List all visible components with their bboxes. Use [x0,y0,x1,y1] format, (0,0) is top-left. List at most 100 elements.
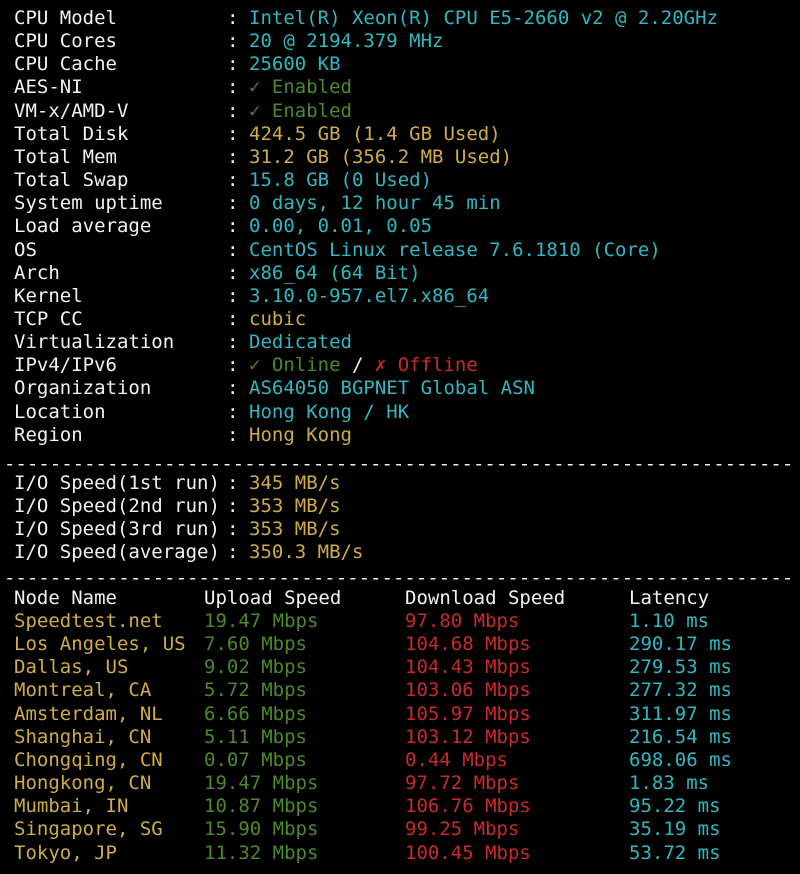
speedtest-row: Tokyo, JP 11.32 Mbps 100.45 Mbps 53.72 ms [14,842,794,865]
io-value: 353 MB/s [249,495,341,518]
io-value: 345 MB/s [249,472,341,495]
info-row: System uptime:0 days, 12 hour 45 min [14,192,794,215]
info-value-wrap: ✓ Enabled [249,100,352,123]
io-row: I/O Speed(2nd run):353 MB/s [14,495,794,518]
ip-slash: / [341,354,375,376]
info-value-wrap: 25600 KB [249,53,341,76]
info-value-wrap: AS64050 BGPNET Global ASN [249,377,535,400]
info-label: Virtualization [14,331,174,354]
download-speed: 105.97 Mbps [405,703,531,726]
speedtest-row: Speedtest.net 19.47 Mbps 97.80 Mbps 1.10 ms [14,610,794,633]
latency-value: 311.97 ms [629,703,732,726]
info-label: CPU Cache [14,53,117,76]
ipv4-status: ✓ Online [249,354,341,376]
node-name: Montreal, CA [14,679,151,702]
download-speed: 99.25 Mbps [405,818,519,841]
speedtest-row: Dallas, US 9.02 Mbps 104.43 Mbps 279.53 ms [14,656,794,679]
info-row: Total Disk:424.5 GB (1.4 GB Used) [14,123,794,146]
info-value-wrap: cubic [249,308,306,331]
separator-colon: : [227,123,238,146]
separator-colon: : [227,7,238,30]
info-value: 20 @ 2194.379 MHz [249,30,443,52]
node-name: Dallas, US [14,656,128,679]
info-value: 0 days, 12 hour 45 min [249,192,501,214]
info-value-wrap: 0 days, 12 hour 45 min [249,192,501,215]
latency-value: 53.72 ms [629,842,721,865]
info-value: ✓ Enabled [249,76,352,98]
info-row: VM-x/AMD-V: ✓ Enabled [14,100,794,123]
upload-speed: 15.90 Mbps [204,818,318,841]
separator-colon: : [227,495,238,518]
io-row: I/O Speed(3rd run):353 MB/s [14,518,794,541]
info-value: x86_64 (64 Bit) [249,262,421,284]
info-row: Total Mem:31.2 GB (356.2 MB Used) [14,146,794,169]
latency-value: 290.17 ms [629,633,732,656]
download-speed: 103.12 Mbps [405,726,531,749]
info-value-wrap: 0.00, 0.01, 0.05 [249,215,432,238]
info-label: VM-x/AMD-V [14,100,128,123]
download-speed: 100.45 Mbps [405,842,531,865]
latency-value: 1.10 ms [629,610,709,633]
info-value-wrap: x86_64 (64 Bit) [249,262,421,285]
info-value-wrap: ✓ Online / ✗ Offline [249,354,478,377]
info-label: Region [14,424,83,447]
info-value-wrap: 3.10.0-957.el7.x86_64 [249,285,489,308]
separator-colon: : [227,76,238,99]
info-row: TCP CC: cubic [14,308,794,331]
separator-colon: : [227,377,238,400]
io-row: I/O Speed(average):350.3 MB/s [14,541,794,564]
separator-colon: : [227,518,238,541]
latency-value: 95.22 ms [629,795,721,818]
separator-colon: : [227,331,238,354]
info-value-wrap: 15.8 GB (0 Used) [249,169,432,192]
speedtest-header-row: Node Name Upload Speed Download Speed Laten… [14,587,794,610]
info-label: Total Disk [14,123,128,146]
info-value: CentOS Linux release 7.6.1810 (Core) [249,239,661,261]
info-label: System uptime [14,192,163,215]
info-value-wrap: ✓ Enabled [249,76,352,99]
info-row: Organization: AS64050 BGPNET Global ASN [14,377,794,400]
upload-speed: 7.60 Mbps [204,633,307,656]
info-row: AES-NI: ✓ Enabled [14,76,794,99]
info-row: Arch: x86_64 (64 Bit) [14,262,794,285]
separator-colon: : [227,146,238,169]
info-label: Kernel [14,285,83,308]
upload-speed: 6.66 Mbps [204,703,307,726]
separator-colon: : [227,30,238,53]
info-label: CPU Cores [14,30,117,53]
info-value: 424.5 GB (1.4 GB Used) [249,123,501,145]
info-row: Load average:0.00, 0.01, 0.05 [14,215,794,238]
download-speed: 103.06 Mbps [405,679,531,702]
info-value-wrap: Dedicated [249,331,352,354]
info-row: Virtualization: Dedicated [14,331,794,354]
separator-colon: : [227,239,238,262]
upload-speed: 19.47 Mbps [204,772,318,795]
info-label: IPv4/IPv6 [14,354,117,377]
node-name: Los Angeles, US [14,633,186,656]
upload-speed: 10.87 Mbps [204,795,318,818]
info-label: Total Swap [14,169,128,192]
speedtest-row: Amsterdam, NL 6.66 Mbps 105.97 Mbps 311.97 … [14,703,794,726]
info-value: 3.10.0-957.el7.x86_64 [249,285,489,307]
info-value: AS64050 BGPNET Global ASN [249,377,535,399]
separator-colon: : [227,215,238,238]
col-header-latency: Latency [629,587,709,610]
separator-colon: : [227,100,238,123]
info-row: CPU Model: Intel(R) Xeon(R) CPU E5-2660 v… [14,7,794,30]
node-name: Shanghai, CN [14,726,151,749]
upload-speed: 9.02 Mbps [204,656,307,679]
latency-value: 35.19 ms [629,818,721,841]
info-value-wrap: Intel(R) Xeon(R) CPU E5-2660 v2 @ 2.20GH… [249,7,718,30]
info-value: Hong Kong / HK [249,401,409,423]
info-label: Total Mem [14,146,117,169]
io-row: I/O Speed(1st run):345 MB/s [14,472,794,495]
io-label: I/O Speed(1st run) [14,472,220,495]
separator-colon: : [227,192,238,215]
speedtest-row: Los Angeles, US 7.60 Mbps 104.68 Mbps 290.1… [14,633,794,656]
info-label: AES-NI [14,76,83,99]
speedtest-row: Mumbai, IN 10.87 Mbps 106.76 Mbps 95.22 ms [14,795,794,818]
node-name: Mumbai, IN [14,795,128,818]
speedtest-row: Shanghai, CN 5.11 Mbps 103.12 Mbps 216.54 m… [14,726,794,749]
info-label: Organization [14,377,151,400]
